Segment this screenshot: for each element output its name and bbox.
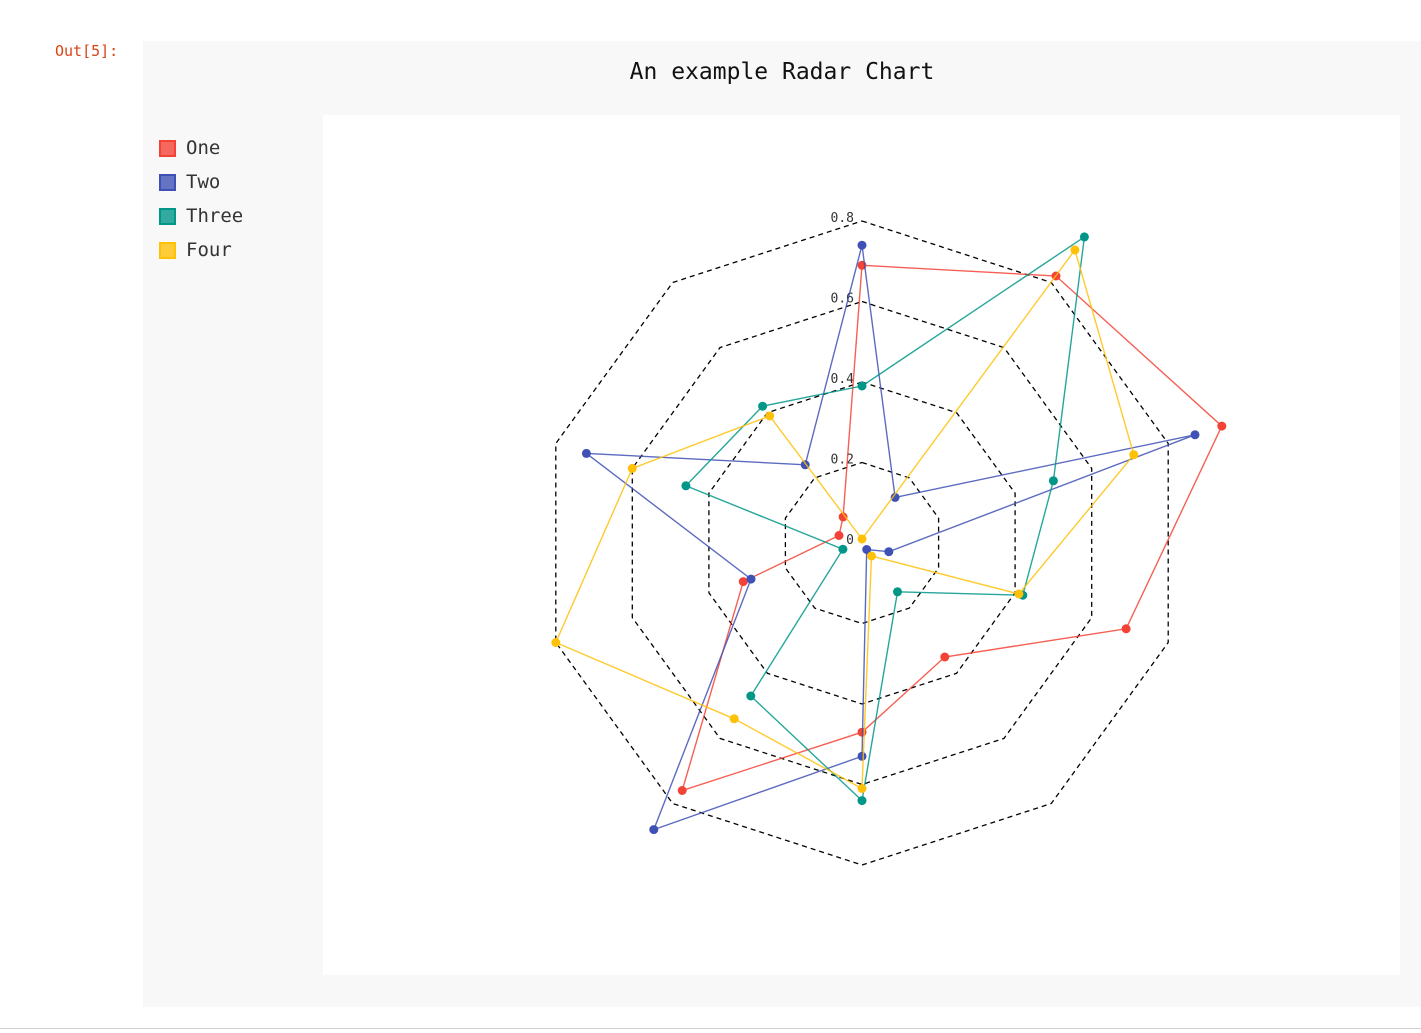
legend-swatch-two — [159, 173, 176, 191]
data-point-three — [1079, 232, 1089, 242]
radial-tick-label: 0 — [846, 533, 854, 548]
chart-title: An example Radar Chart — [629, 59, 935, 85]
legend-item-four[interactable]: Four — [159, 233, 243, 267]
grid-ring-1 — [784, 461, 940, 625]
data-point-three — [857, 381, 867, 391]
data-point-one — [738, 577, 748, 587]
radial-tick-label: 0.8 — [831, 211, 854, 226]
data-point-one — [834, 531, 844, 540]
grid-ring-3 — [631, 300, 1093, 786]
data-point-three — [758, 401, 768, 411]
legend-item-two[interactable]: Two — [159, 165, 243, 199]
grid-ring-2 — [708, 381, 1016, 705]
legend-label-four: Four — [186, 239, 232, 261]
output-prompt: Out[5]: — [55, 42, 119, 60]
data-point-four — [857, 784, 867, 793]
legend: One Two Three Four — [159, 131, 243, 267]
data-point-four — [867, 551, 876, 561]
data-point-two — [857, 751, 867, 761]
legend-label-two: Two — [186, 171, 221, 193]
data-point-two — [1190, 430, 1200, 440]
legend-label-one: One — [186, 137, 221, 159]
grid-ring-4 — [555, 220, 1169, 866]
legend-label-three: Three — [186, 205, 244, 227]
legend-swatch-one — [159, 139, 176, 157]
plot-background — [323, 115, 1400, 975]
series-line-two — [584, 245, 1196, 831]
data-point-one — [1121, 624, 1131, 634]
data-point-four — [551, 638, 561, 647]
radial-tick-label: 0.6 — [831, 292, 854, 307]
data-point-two — [649, 825, 659, 835]
data-point-four — [1129, 450, 1139, 460]
series-line-three — [684, 235, 1086, 803]
data-point-four — [627, 463, 637, 473]
legend-item-one[interactable]: One — [159, 131, 243, 165]
data-point-two — [862, 545, 872, 554]
data-point-three — [1048, 476, 1058, 486]
legend-swatch-three — [159, 207, 176, 225]
data-point-one — [838, 512, 848, 522]
data-point-three — [857, 796, 867, 806]
data-point-three — [681, 481, 691, 491]
data-point-one — [940, 652, 950, 662]
data-point-one — [1217, 421, 1227, 431]
data-point-two — [581, 448, 591, 458]
data-point-four — [765, 411, 775, 421]
legend-swatch-four — [159, 241, 176, 259]
data-point-three — [838, 544, 848, 554]
radial-tick-label: 0.2 — [831, 453, 854, 468]
data-point-three — [746, 691, 756, 701]
data-point-three — [893, 587, 902, 597]
data-point-four — [729, 714, 739, 724]
radial-tick-label: 0.4 — [831, 372, 855, 387]
data-point-two — [890, 492, 900, 502]
data-point-four — [1070, 245, 1080, 255]
data-point-four — [857, 534, 867, 544]
legend-item-three[interactable]: Three — [159, 199, 243, 233]
data-point-two — [857, 240, 867, 250]
data-point-one — [677, 786, 687, 795]
data-point-two — [884, 547, 894, 557]
data-point-two — [746, 574, 756, 584]
bottom-divider — [0, 1028, 1421, 1029]
data-point-four — [1014, 589, 1024, 599]
